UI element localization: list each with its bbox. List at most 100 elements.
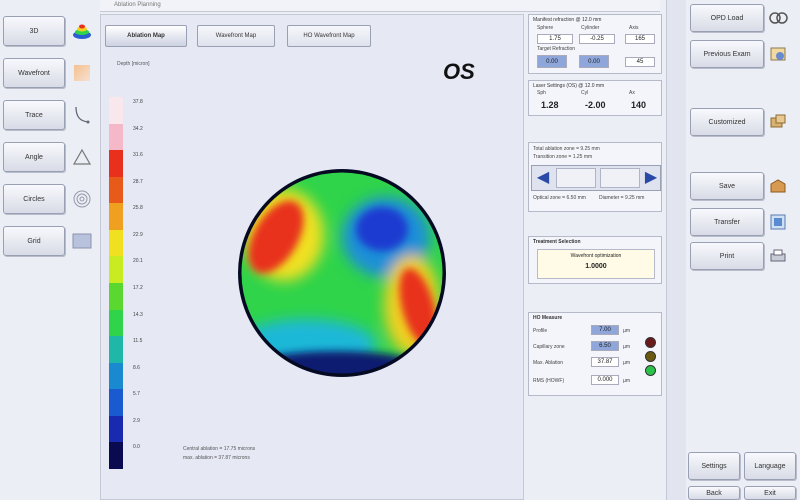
scale-segment [109,150,123,178]
ho-row-value[interactable]: 6.50 [591,341,619,351]
zone-bottom-line: Diameter = 9.25 mm [599,195,645,201]
refraction-panel-title: Manifest refraction @ 12.0 mm [533,17,602,23]
scale-tick-label: 14.3 [133,311,143,318]
zone-line: Total ablation zone = 9.25 mm [533,146,600,152]
customized-button[interactable]: Customized [690,108,764,136]
window-title: Ablation Planning [100,0,660,12]
scale-segment [109,229,123,257]
laser-label: Cyl [581,90,589,96]
status-lamp-red [645,337,656,348]
grid-button[interactable]: Grid [3,226,65,256]
opd-load-button[interactable]: OPD Load [690,4,764,32]
scale-segment [109,256,123,284]
scale-segment [109,336,123,364]
wavefront-button[interactable]: Wavefront [3,58,65,88]
scale-segment [109,442,123,470]
scale-segment [109,176,123,204]
color-map-icon[interactable] [72,63,92,83]
exit-button[interactable]: Exit [744,486,796,500]
right-divider [666,0,686,500]
ho-row-unit: µm [623,378,631,384]
scale-title: Depth [micron] [117,61,150,67]
back-button[interactable]: Back [688,486,740,500]
ho-row-label: RMS (HOWF) [533,378,565,384]
status-lamp-green [645,365,656,376]
language-button[interactable]: Language [744,452,796,480]
scale-segment [109,389,123,417]
trace-button[interactable]: Trace [3,100,65,130]
scale-segment [109,309,123,337]
ho-measure-panel: HO Measure Profile 7.00 µm Capillary zone 6.… [528,312,662,396]
target-sphere-field[interactable]: 0.00 [537,55,567,68]
print-button[interactable]: Print [690,242,764,270]
refraction-panel: Manifest refraction @ 12.0 mm Sphere Cyl… [528,14,662,74]
map-footer: Central ablation = 17.75 microns max. ab… [183,445,255,463]
tab-ho-wavefront-map[interactable]: HO Wavefront Map [287,25,371,47]
rings-icon[interactable] [72,189,92,209]
grid-icon[interactable] [72,231,92,251]
scale-tick-label: 5.7 [133,391,140,398]
optical-zone-panel: Total ablation zone = 9.25 mm Transition… [528,142,662,212]
laser-cylinder-value: -2.00 [585,100,606,110]
customize-icon[interactable] [768,112,788,132]
print-icon[interactable] [768,246,788,266]
scale-segment [109,97,123,125]
ho-row-unit: µm [623,344,631,350]
previous-exam-button[interactable]: Previous Exam [690,40,764,68]
triangle-icon[interactable] [72,147,92,167]
laser-settings-title: Laser Settings (OS) @ 12.0 mm [533,83,605,89]
scale-tick-label: 8.6 [133,364,140,371]
target-cylinder-field[interactable]: 0.00 [579,55,609,68]
scale-tick-label: 37.8 [133,99,143,105]
map-footer-line: Central ablation = 17.75 microns [183,446,256,452]
zone-preview-1[interactable] [556,168,596,188]
scale-segment [109,362,123,390]
transfer-button[interactable]: Transfer [690,208,764,236]
scale-segment [109,123,123,151]
save-icon[interactable] [768,176,788,196]
axis-field[interactable]: 165 [625,34,655,44]
color-scale-bar [109,97,123,470]
zone-selector: ◀ ▶ [531,165,661,191]
laser-settings-panel: Laser Settings (OS) @ 12.0 mm Sph Cyl Ax… [528,80,662,116]
ho-row-value[interactable]: 37.87 [591,357,619,367]
scale-tick-label: 25.8 [133,205,143,212]
laser-sphere-value: 1.28 [541,100,559,110]
opd-icon[interactable] [768,8,788,28]
exam-icon[interactable] [768,44,788,64]
sphere-field[interactable]: 1.75 [537,34,573,44]
circles-button[interactable]: Circles [3,184,65,214]
angle-button[interactable]: Angle [3,142,65,172]
ho-row-unit: µm [623,360,631,366]
map-footer-line: max. ablation = 37.87 microns [183,455,250,461]
tab-ablation-map[interactable]: Ablation Map [105,25,187,47]
target-refraction-title: Target Refraction [537,46,576,52]
scale-tick-label: 20.1 [133,258,143,265]
scale-tick-label: 0.0 [133,444,140,451]
transfer-icon[interactable] [768,212,788,232]
tab-wavefront-map[interactable]: Wavefront Map [197,25,275,47]
target-axis-field[interactable]: 45 [625,57,655,67]
treatment-panel: Treatment Selection Wavefront optimizati… [528,236,662,284]
ho-row-value[interactable]: 0.000 [591,375,619,385]
topography-stack-icon[interactable] [72,21,92,41]
scale-segment [109,283,123,311]
ho-row-label: Capillary zone [533,344,565,350]
treatment-selection-box[interactable]: Wavefront optimization 1.0000 [537,249,655,279]
zone-preview-2[interactable] [600,168,640,188]
scale-segment [109,415,123,443]
scale-segment [109,203,123,231]
zone-prev-button[interactable]: ◀ [536,169,550,186]
treatment-panel-title: Treatment Selection [533,239,581,245]
save-button[interactable]: Save [690,172,764,200]
ho-row-unit: µm [623,328,631,334]
scale-tick-label: 31.6 [133,152,143,159]
laser-label: Sph [537,90,546,96]
3d-button[interactable]: 3D [3,16,65,46]
curve-icon[interactable] [72,105,92,125]
ho-row-value[interactable]: 7.00 [591,325,619,335]
settings-button[interactable]: Settings [688,452,740,480]
zone-next-button[interactable]: ▶ [644,169,658,186]
cylinder-field[interactable]: -0.25 [579,34,615,44]
laser-axis-value: 140 [631,100,647,110]
